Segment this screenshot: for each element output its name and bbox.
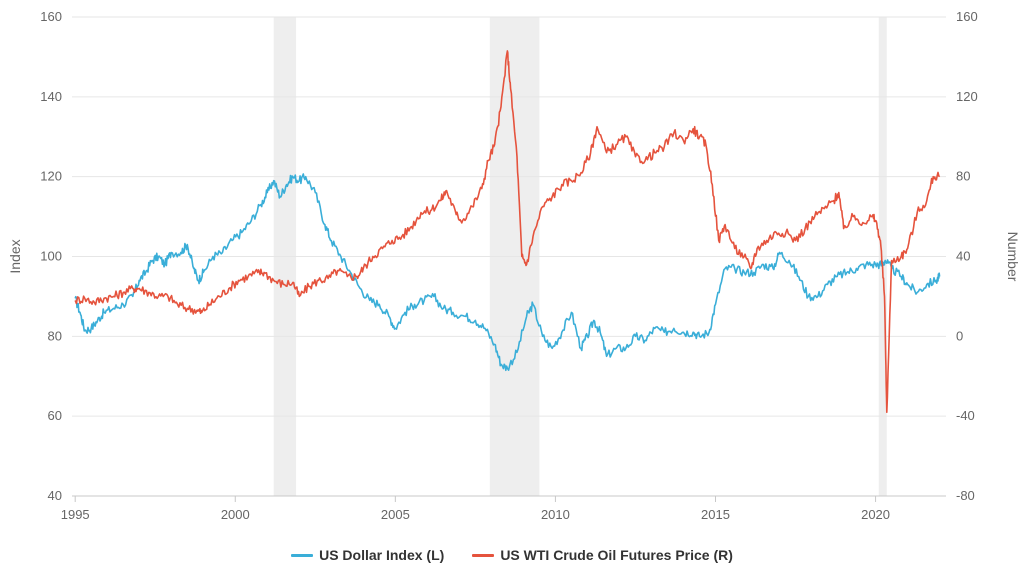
x-tick-3: 2010 — [541, 507, 570, 522]
y-tick-left-1: 60 — [48, 408, 62, 423]
legend-label-dollar-index: US Dollar Index (L) — [319, 547, 445, 563]
x-tick-1: 2000 — [221, 507, 250, 522]
y-tick-right-5: 120 — [956, 89, 978, 104]
x-tick-2: 2005 — [381, 507, 410, 522]
x-tick-5: 2020 — [861, 507, 890, 522]
y-tick-left-0: 40 — [48, 488, 62, 503]
legend-swatch-dollar-index — [291, 553, 314, 557]
line-chart: 40 60 80 100 120 140 160 -80 -40 0 40 80 120 160 1995 2… — [7, 9, 1021, 522]
x-tick-4: 2015 — [701, 507, 730, 522]
y-axis-title-right: Number — [1005, 232, 1021, 282]
y-tick-left-2: 80 — [48, 328, 62, 343]
y-tick-left-4: 120 — [40, 169, 62, 184]
y-tick-left-6: 160 — [40, 9, 62, 24]
y-tick-right-6: 160 — [956, 9, 978, 24]
y-tick-right-0: -80 — [956, 488, 975, 503]
y-tick-right-1: -40 — [956, 408, 975, 423]
legend-swatch-oil-price — [472, 553, 495, 557]
legend-item-oil-price[interactable]: US WTI Crude Oil Futures Price (R) — [472, 547, 733, 563]
y-tick-right-2: 0 — [956, 328, 963, 343]
y-axis-title-left: Index — [7, 239, 23, 273]
y-tick-right-4: 80 — [956, 169, 970, 184]
legend-item-dollar-index[interactable]: US Dollar Index (L) — [291, 547, 444, 563]
x-tick-0: 1995 — [61, 507, 90, 522]
series-line-oil-price — [74, 50, 941, 413]
legend-label-oil-price: US WTI Crude Oil Futures Price (R) — [500, 547, 733, 563]
series-line-dollar-index — [74, 173, 941, 372]
y-tick-right-3: 40 — [956, 249, 970, 264]
y-tick-left-5: 140 — [40, 89, 62, 104]
legend: US Dollar Index (L) US WTI Crude Oil Fut… — [0, 547, 1024, 563]
y-tick-left-3: 100 — [40, 249, 62, 264]
